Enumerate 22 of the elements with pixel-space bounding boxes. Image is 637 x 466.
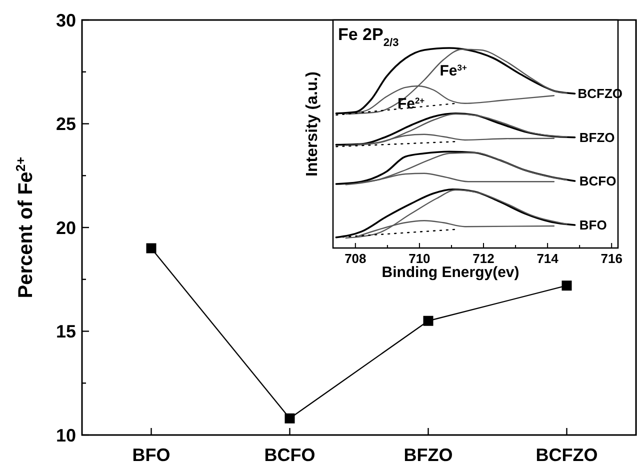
x-tick-label: 710: [408, 251, 430, 266]
x-tick-label: BCFO: [264, 445, 316, 465]
annotation: BFO: [579, 218, 607, 233]
chart-title: Fe 2P$_{2/3}$: [338, 25, 399, 49]
y-tick-label: 25: [56, 114, 76, 134]
x-tick-label: 716: [600, 251, 622, 266]
annotation: Fe$^{2+}$: [397, 95, 425, 112]
x-tick-label: 708: [344, 251, 366, 266]
annotation: BFZO: [579, 130, 615, 145]
x-tick-label: 712: [472, 251, 494, 266]
x-tick-label: BFZO: [404, 445, 453, 465]
y-tick-label: 10: [56, 425, 76, 446]
x-tick-label: 714: [536, 251, 560, 266]
y-tick-label: 30: [56, 10, 76, 30]
x-tick-label: BCFZO: [536, 445, 598, 465]
y-axis-title: Intersity (a.u.): [304, 72, 321, 176]
x-tick-label: BFO: [132, 445, 170, 465]
y-tick-label: 20: [56, 218, 76, 238]
y-tick-label: 15: [56, 322, 76, 342]
annotation: BCFO: [579, 174, 616, 189]
annotation: Fe$^{3+}$: [440, 62, 467, 80]
x-axis-title: Binding Energy(ev): [382, 264, 520, 281]
